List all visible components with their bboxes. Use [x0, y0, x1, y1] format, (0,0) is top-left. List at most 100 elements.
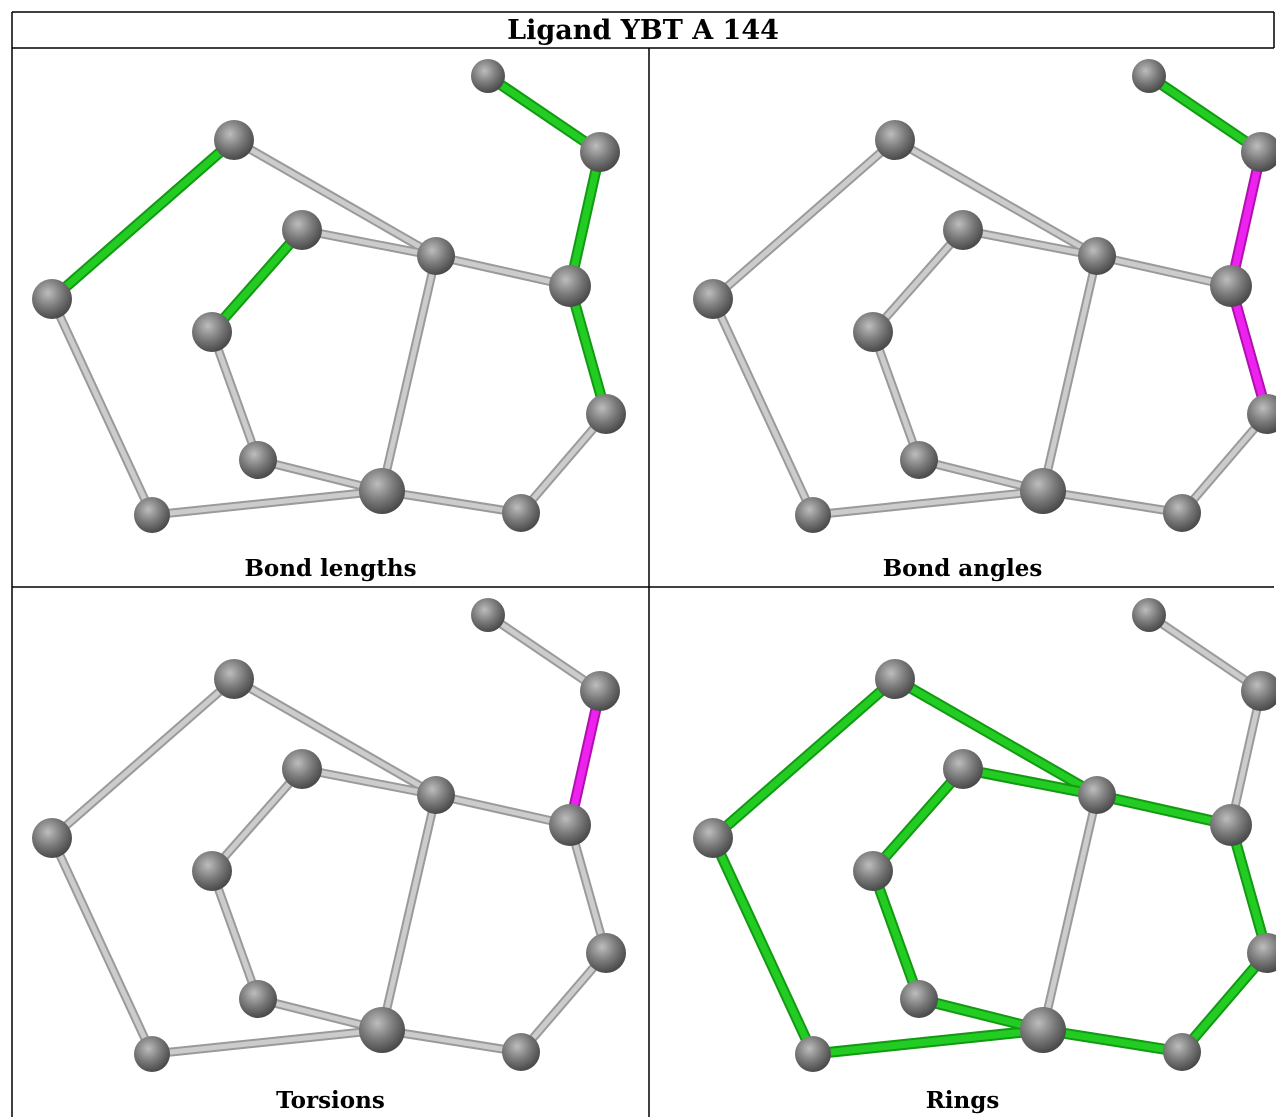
- molecule-panel-rings: [693, 598, 1276, 1072]
- bond-highlight: [1227, 282, 1271, 418]
- atom: [900, 980, 938, 1018]
- atom: [875, 659, 915, 699]
- atom: [900, 441, 938, 479]
- atom: [417, 237, 455, 275]
- atom: [282, 749, 322, 789]
- bond-highlight: [1094, 253, 1234, 289]
- atom: [192, 851, 232, 891]
- bond-highlight: [518, 950, 609, 1055]
- bond-highlight: [566, 148, 604, 290]
- caption-torsions: Torsions: [276, 1087, 385, 1114]
- bond-highlight: [379, 488, 524, 516]
- bond-highlight: [231, 137, 439, 259]
- bond-highlight: [379, 1027, 524, 1055]
- atom: [282, 210, 322, 250]
- atom: [1247, 933, 1276, 973]
- bond-highlight: [518, 411, 609, 516]
- bond-highlight: [810, 488, 1046, 518]
- atom: [1020, 468, 1066, 514]
- atom: [1247, 394, 1276, 434]
- atom: [239, 441, 277, 479]
- atom: [417, 776, 455, 814]
- atom: [586, 394, 626, 434]
- atom: [1241, 671, 1276, 711]
- atom: [32, 818, 72, 858]
- bond-highlight: [433, 792, 573, 828]
- figure-title: Ligand YBT A 144: [507, 15, 779, 46]
- bond-highlight: [710, 137, 898, 302]
- atom: [1132, 59, 1166, 93]
- caption-bond-lengths: Bond lengths: [244, 555, 417, 582]
- atom: [1078, 237, 1116, 275]
- bond-highlight: [49, 296, 155, 518]
- atom: [1078, 776, 1116, 814]
- bond-highlight: [1146, 612, 1264, 694]
- atom: [502, 1033, 540, 1071]
- molecule-panel-bond-lengths: [32, 59, 626, 533]
- bond-highlight: [299, 227, 439, 259]
- bond-highlight: [209, 329, 261, 463]
- bond-highlight: [1040, 488, 1185, 516]
- atom: [134, 497, 170, 533]
- bond-highlight: [433, 253, 573, 289]
- bond-highlight: [869, 765, 967, 875]
- bond-highlight: [566, 282, 610, 418]
- bond-highlight: [485, 612, 603, 694]
- atom: [134, 1036, 170, 1072]
- bond-highlight: [1227, 821, 1271, 957]
- bond-highlight: [209, 868, 261, 1002]
- atom: [359, 468, 405, 514]
- atom: [853, 312, 893, 352]
- bond-highlight: [1040, 792, 1100, 1033]
- bond-highlight: [149, 1027, 385, 1057]
- atom: [795, 1036, 831, 1072]
- bond-highlight: [208, 226, 306, 336]
- atom: [1132, 598, 1166, 632]
- atom: [943, 749, 983, 789]
- atom: [580, 132, 620, 172]
- atom: [502, 494, 540, 532]
- bond-highlight: [379, 792, 439, 1033]
- atom: [549, 804, 591, 846]
- atom: [875, 120, 915, 160]
- atom: [1210, 265, 1252, 307]
- bond-highlight: [959, 765, 1101, 799]
- atom: [853, 851, 893, 891]
- atom: [693, 818, 733, 858]
- bond-highlight: [869, 867, 923, 1003]
- bond-highlight: [1228, 688, 1264, 828]
- bond-highlight: [566, 687, 604, 829]
- bond-highlight: [1093, 791, 1235, 829]
- bond-highlight: [892, 137, 1100, 259]
- caption-rings: Rings: [925, 1087, 1000, 1114]
- atom: [214, 120, 254, 160]
- atom: [943, 210, 983, 250]
- bond-highlight: [809, 1026, 1047, 1058]
- molecule-panel-torsions: [32, 598, 626, 1072]
- bond-highlight: [1039, 1026, 1186, 1056]
- atom: [32, 279, 72, 319]
- bond-highlight: [1227, 148, 1265, 290]
- atom: [1163, 1033, 1201, 1071]
- atom: [1210, 804, 1252, 846]
- atom: [471, 59, 505, 93]
- bond-highlight: [1145, 72, 1265, 156]
- atom: [1020, 1007, 1066, 1053]
- bond-highlight: [49, 676, 237, 841]
- bond-highlight: [484, 72, 604, 156]
- atom: [239, 980, 277, 1018]
- molecule-panel-bond-angles: [693, 59, 1276, 533]
- atom: [586, 933, 626, 973]
- atom: [693, 279, 733, 319]
- bond-highlight: [709, 675, 899, 842]
- bond-highlight: [231, 676, 439, 798]
- caption-bond-angles: Bond angles: [882, 555, 1043, 582]
- atom: [1241, 132, 1276, 172]
- atom: [192, 312, 232, 352]
- bond-highlight: [710, 296, 816, 518]
- atom: [549, 265, 591, 307]
- bond-highlight: [960, 227, 1100, 259]
- bond-highlight: [49, 835, 155, 1057]
